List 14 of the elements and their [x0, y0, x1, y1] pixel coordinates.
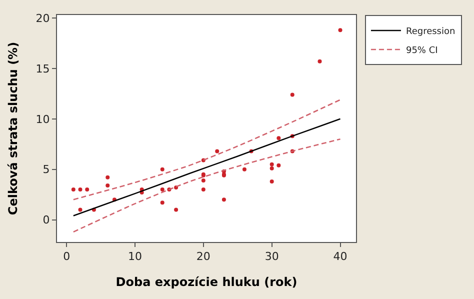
y-axis-title: Celková strata sluchu (%)	[6, 42, 20, 216]
legend-label: 95% CI	[406, 46, 438, 56]
x-tick-label: 0	[63, 250, 70, 264]
x-tick-label: 30	[264, 250, 279, 264]
y-tick-label: 15	[36, 62, 50, 76]
legend-label: Regression	[406, 27, 456, 38]
y-tick-label: 5	[42, 163, 50, 176]
y-tick-label: 0	[42, 214, 50, 227]
x-tick-label: 10	[128, 250, 142, 264]
x-tick-label: 40	[333, 250, 348, 264]
y-tick-label: 10	[36, 112, 50, 126]
y-tick-label: 20	[36, 12, 50, 25]
x-axis-title: Doba expozície hluku (rok)	[116, 275, 298, 290]
x-tick-label: 20	[196, 250, 210, 264]
